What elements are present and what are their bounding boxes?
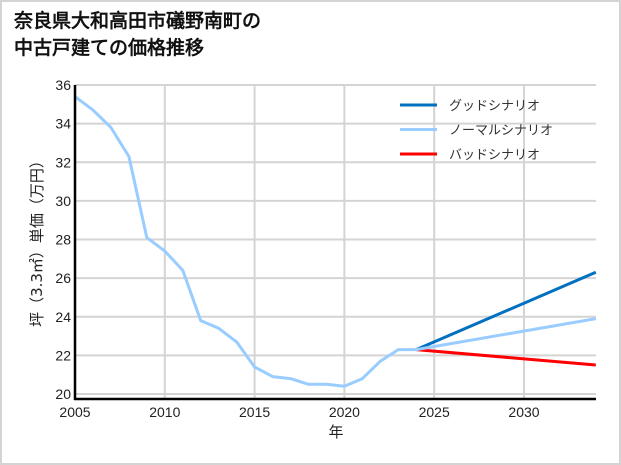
axes xyxy=(73,85,596,401)
x-tick-label: 2025 xyxy=(419,404,450,420)
data-series xyxy=(74,95,597,388)
x-tick-label: 2005 xyxy=(59,404,90,420)
y-tick-label: 20 xyxy=(55,386,71,402)
chart-title-line2: 中古戸建ての価格推移 xyxy=(14,37,205,59)
y-tick-label: 28 xyxy=(55,232,71,248)
grid-lines xyxy=(75,84,596,399)
y-tick-label: 26 xyxy=(55,270,71,286)
series-line xyxy=(74,95,597,388)
legend-label: バッドシナリオ xyxy=(449,148,540,163)
chart-title: 奈良県大和高田市礒野南町の 中古戸建ての価格推移 xyxy=(14,8,261,62)
y-tick-label: 24 xyxy=(55,309,71,325)
x-tick-label: 2015 xyxy=(239,404,270,420)
y-tick-label: 22 xyxy=(55,347,71,363)
x-axis-label: 年 xyxy=(328,423,343,441)
chart-title-line1: 奈良県大和高田市礒野南町の xyxy=(14,10,262,32)
series-line xyxy=(415,270,597,351)
legend-label: グッドシナリオ xyxy=(449,99,540,114)
x-tick-label: 2010 xyxy=(149,404,180,420)
y-tick-label: 36 xyxy=(55,77,71,93)
y-axis-label: 坪（3.3㎡）単価（万円） xyxy=(28,153,46,327)
y-tick-label: 34 xyxy=(55,116,71,132)
legend-label: ノーマルシナリオ xyxy=(449,124,553,139)
y-axis-ticks: 20 22 24 26 28 30 32 34 36 xyxy=(55,77,71,402)
y-tick-label: 32 xyxy=(55,154,71,170)
x-tick-label: 2030 xyxy=(508,404,539,420)
x-axis-ticks: 2005 2010 2015 2020 2025 2030 xyxy=(59,404,539,420)
series-line xyxy=(416,348,596,367)
y-tick-label: 30 xyxy=(55,193,71,209)
x-tick-label: 2020 xyxy=(329,404,360,420)
